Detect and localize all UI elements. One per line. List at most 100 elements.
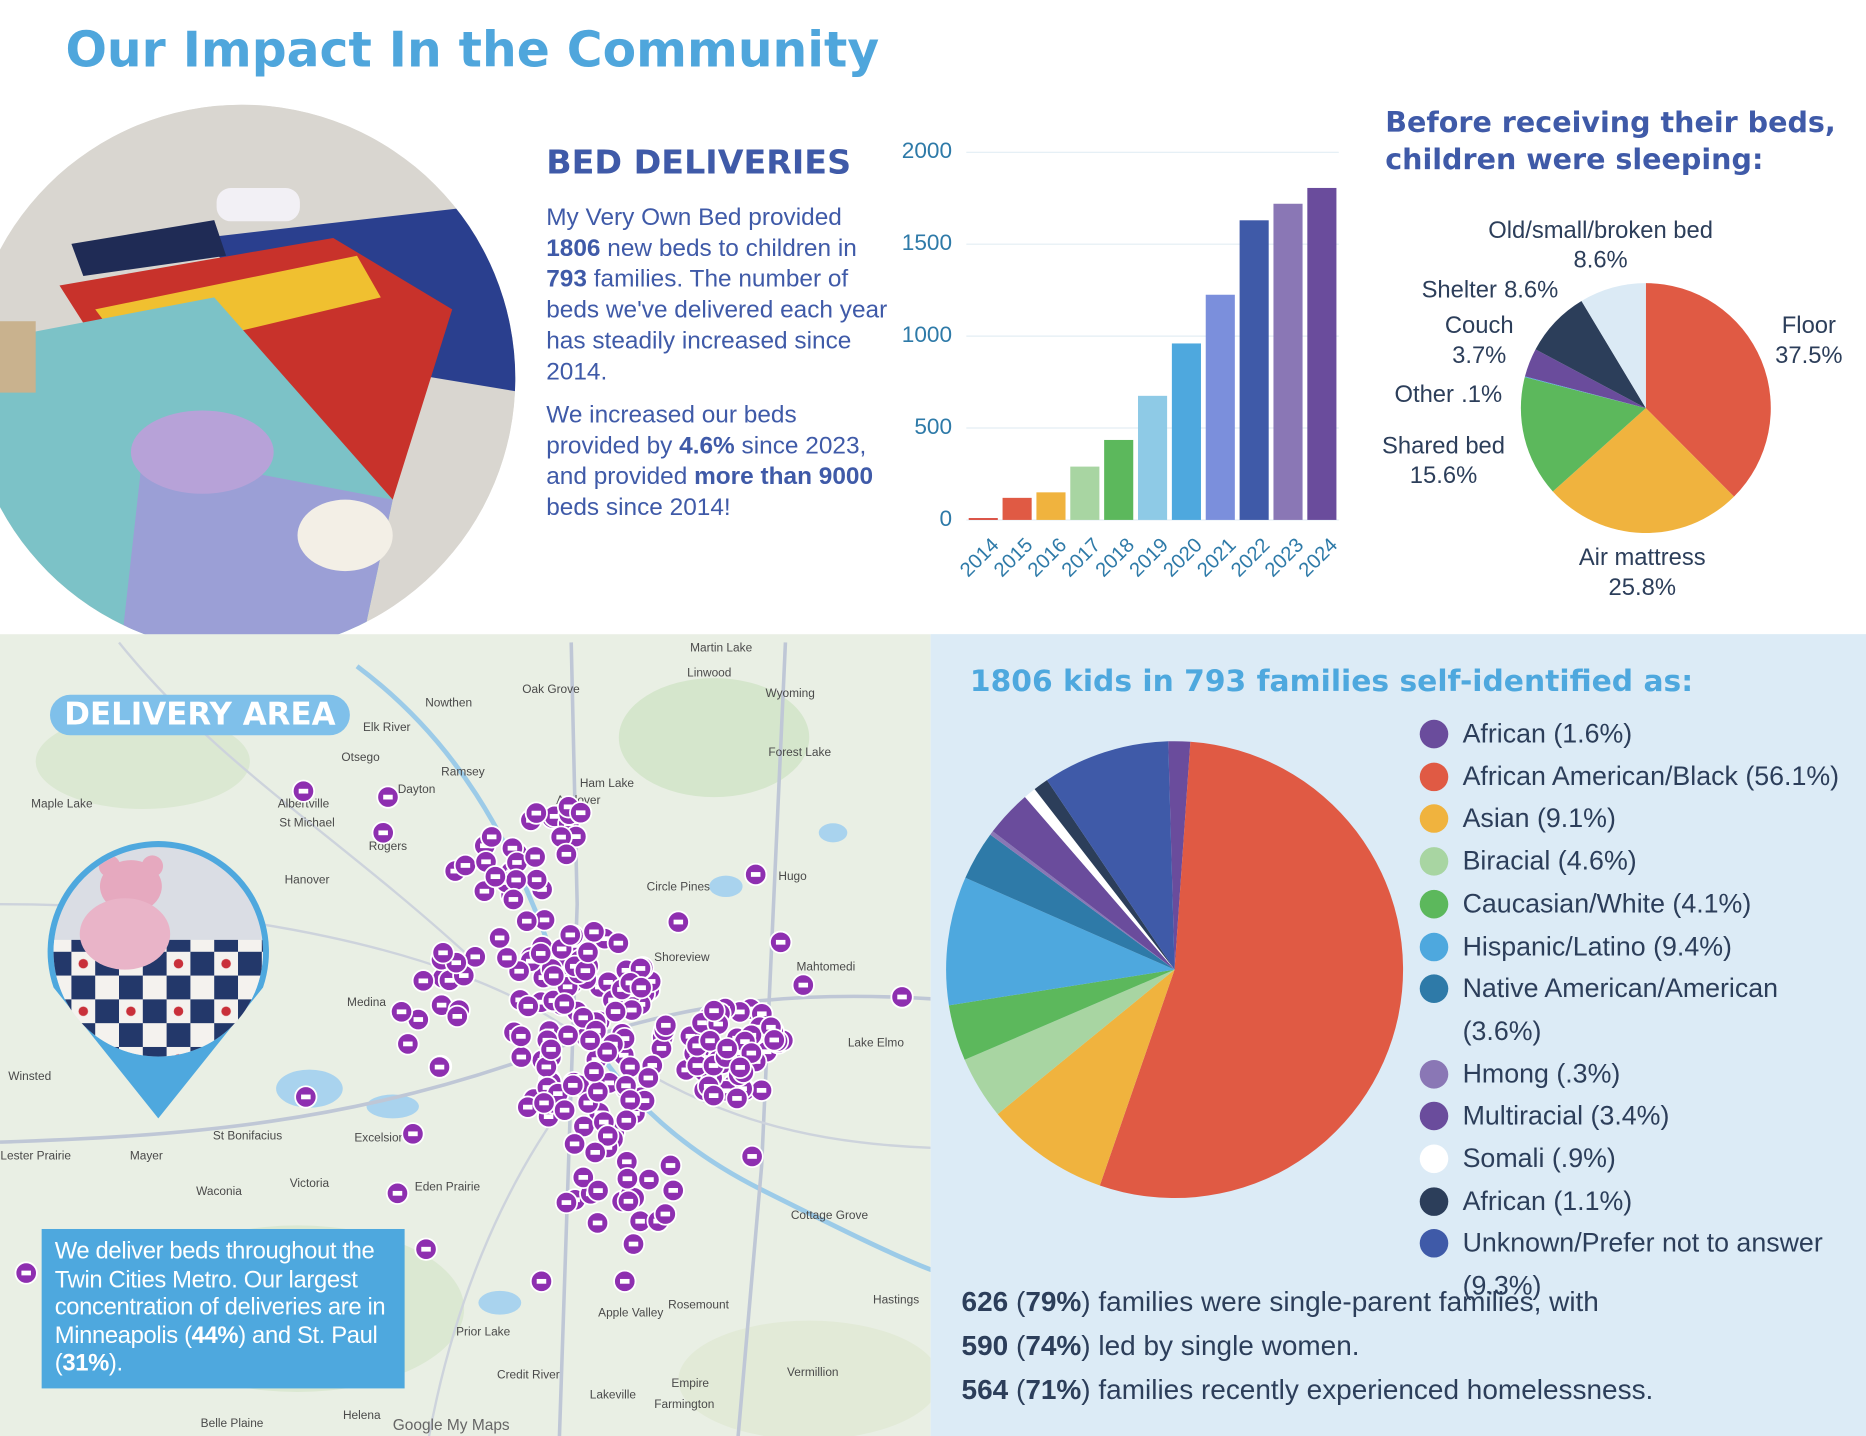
legend-label: African (1.1%) [1462, 1185, 1633, 1216]
bar [1171, 343, 1201, 520]
map-pin-icon [769, 1037, 780, 1043]
map-pin-icon [444, 977, 455, 983]
x-tick-label: 2018 [1092, 534, 1139, 581]
text-run: new beds to children in [600, 234, 857, 262]
map-pin-icon [627, 1007, 637, 1013]
pie-slice [964, 969, 1175, 1115]
map-pin-icon [470, 954, 480, 960]
map-pin-icon [708, 1063, 719, 1068]
map-pin-icon [610, 1009, 621, 1014]
map-pin-icon [536, 999, 546, 1005]
text-run: 74% [1025, 1330, 1082, 1362]
map-pin-icon [490, 874, 501, 880]
slice-value: .1% [1461, 381, 1502, 408]
map-pin-icon [298, 788, 309, 794]
map-pin-icon [602, 1049, 612, 1055]
map-place: Excelsior [354, 1131, 402, 1145]
map-pin-icon [897, 994, 907, 1000]
pie-slice [1046, 741, 1175, 970]
map-pin-icon [593, 1188, 603, 1193]
map-place: Winsted [8, 1069, 51, 1083]
slice-value: 15.6% [1410, 462, 1477, 489]
map-pin-icon [673, 919, 684, 925]
slice-value: 8.6% [1504, 277, 1558, 304]
map-pin-icon [523, 1104, 533, 1110]
map-pin-icon [571, 834, 581, 839]
map-pin-icon [746, 1050, 757, 1056]
slice-label: Floor 37.5% [1775, 312, 1842, 369]
map-place: Prior Lake [456, 1325, 511, 1339]
map-pin-icon [553, 1091, 563, 1097]
map-place: Circle Pines [647, 880, 710, 894]
map-place: Lake Elmo [848, 1036, 905, 1050]
pie-slice [1535, 300, 1646, 409]
chart-title: 1806 kids in 793 families self-identifie… [969, 663, 1694, 699]
map-place: Vermillion [787, 1365, 838, 1379]
paragraph: We increased our beds provided by 4.6% s… [546, 400, 891, 524]
map-pin-icon [661, 1022, 671, 1028]
map-pin-icon [775, 939, 786, 945]
pie-slice [1034, 780, 1175, 970]
map-place: Oak Grove [522, 682, 580, 696]
legend-item: Native American/American (3.6%) [1419, 968, 1847, 1053]
map-place: Belle Plaine [201, 1416, 264, 1430]
map-pin-icon [720, 1088, 731, 1094]
map-place: Nowthen [425, 695, 472, 709]
pie-slice [1552, 408, 1734, 533]
map-pin-icon [722, 1046, 732, 1052]
y-tick-label: 1500 [902, 230, 952, 255]
text-run: more than 9000 [694, 462, 874, 491]
text-run: ). [108, 1350, 123, 1377]
legend-swatch [1419, 762, 1449, 791]
map-caption: We deliver beds throughout the Twin Citi… [41, 1228, 405, 1388]
map-pin-icon [403, 1041, 413, 1047]
text-run: ( [1008, 1330, 1026, 1362]
legend-item: Unknown/Prefer not to answer (9.3%) [1419, 1222, 1847, 1307]
legend-swatch [1419, 847, 1449, 876]
map-pin-icon [697, 1020, 707, 1026]
legend-swatch [1419, 1102, 1449, 1131]
map-place: Linwood [687, 666, 731, 680]
map-pin-icon [603, 979, 613, 985]
map-pin-icon [599, 1119, 609, 1125]
legend-label: Somali (.9%) [1462, 1143, 1616, 1174]
map-pin-icon [604, 1080, 615, 1086]
map-pin-icon [602, 1133, 613, 1139]
family-stats: 626 (79%) families were single-parent fa… [962, 1280, 1654, 1412]
map-place: Credit River [497, 1367, 560, 1381]
legend-swatch [1419, 932, 1449, 961]
map-pin-icon [713, 1021, 723, 1027]
map-place: Farmington [654, 1397, 714, 1411]
map-pin-icon [580, 968, 591, 974]
map-pin-icon [750, 872, 761, 877]
text-run: families. The number of beds we've deliv… [546, 265, 888, 386]
x-tick-label: 2015 [990, 534, 1037, 581]
map-pin-icon [644, 1177, 654, 1182]
map-pin-icon [757, 1011, 767, 1017]
map-pin-icon [585, 1037, 595, 1043]
map-pin-icon [559, 1001, 570, 1007]
pie-slice [997, 969, 1175, 1186]
map-place: Eden Prairie [415, 1179, 481, 1193]
map-pin-icon [539, 917, 550, 923]
map-pin-icon [590, 1150, 600, 1155]
map-pin-icon [591, 1057, 602, 1063]
map-place: Forest Lake [768, 745, 831, 759]
x-tick-label: 2014 [956, 534, 1003, 581]
text-run: 31% [62, 1350, 109, 1377]
map-pin-icon [511, 877, 521, 883]
y-tick-label: 0 [939, 506, 952, 531]
map-pin-icon [459, 973, 469, 978]
map-pin-icon [599, 936, 610, 942]
map-pin-icon [378, 830, 388, 836]
map-pin-icon [635, 966, 646, 971]
map-place: Ramsey [441, 764, 485, 778]
map-pin-icon [301, 1094, 311, 1100]
pie-slice [992, 796, 1175, 970]
map-pin-icon [589, 1069, 599, 1075]
bar [1036, 492, 1066, 520]
map-pin-icon [562, 984, 573, 990]
x-tick-label: 2020 [1159, 534, 1206, 581]
map-pin-icon [668, 1188, 678, 1193]
slice-label: Couch 3.7% [1445, 312, 1514, 369]
